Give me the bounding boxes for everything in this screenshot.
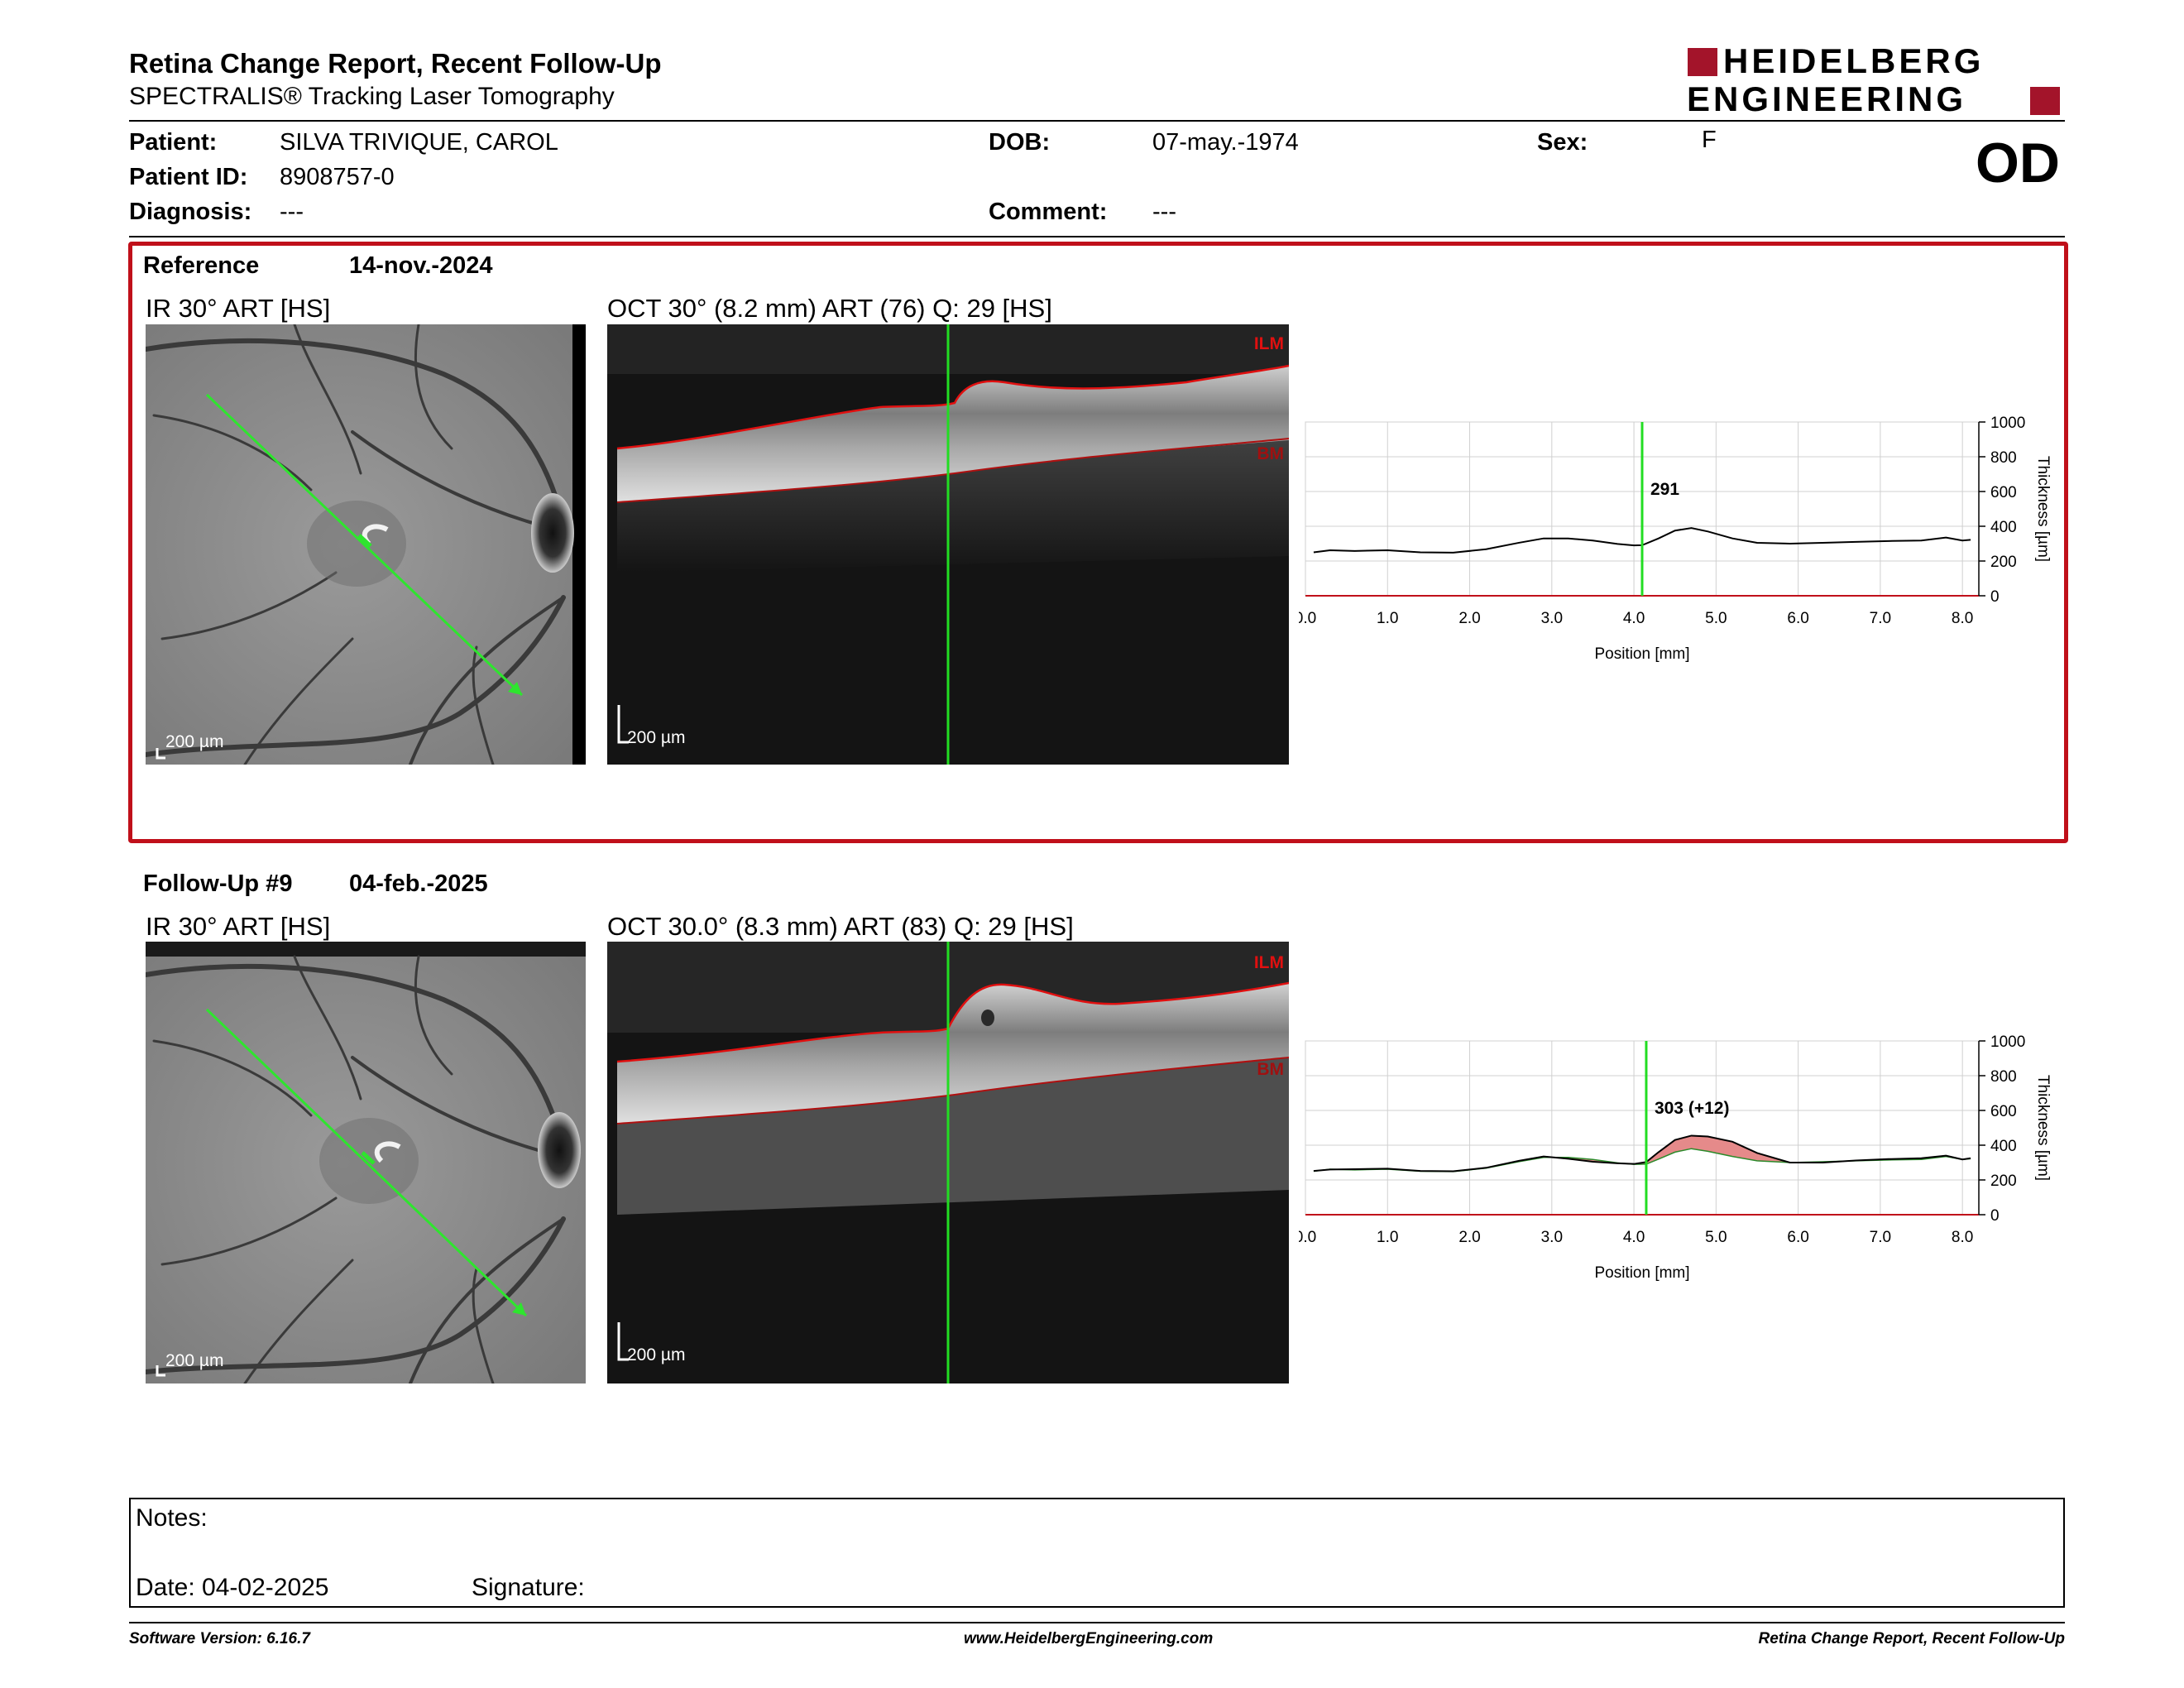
signature-label: Signature: (472, 1574, 585, 1601)
followup-chart-y-tick-label: 200 (1990, 1172, 2017, 1190)
reference-chart-x-axis-label: Position [mm] (1594, 645, 1689, 663)
reference-chart-x-tick-label: 0.0 (1299, 610, 1316, 627)
reference-date: 14-nov.-2024 (349, 252, 493, 279)
reference-ilm-tag: ILM (1253, 334, 1284, 353)
reference-chart-y-tick-label: 800 (1990, 449, 2017, 467)
followup-chart-thickness-line (1313, 1134, 1971, 1172)
followup-thickness-chart: 0 200 400 600 800 1000 0.0 1.0 2.0 3.0 4.0 5.0 6.0 7.… (1299, 1033, 2052, 1282)
logo-text-bottom: ENGINEERING (1687, 79, 1967, 118)
footer-website: www.HeidelbergEngineering.com (964, 1630, 1214, 1647)
reference-chart-thickness-line (1313, 527, 1971, 554)
reference-chart-y-axis-label: Thickness [µm] (2034, 456, 2052, 562)
footer-divider (129, 1622, 2065, 1623)
footer-report: Retina Change Report, Recent Follow-Up (1758, 1630, 2065, 1647)
followup-fundus (146, 942, 586, 1383)
patient-id-label: Patient ID: (129, 164, 248, 190)
reference-frame (128, 242, 2068, 843)
followup-chart-x-tick-label: 3.0 (1541, 1229, 1563, 1246)
followup-oct-bscan (607, 942, 1289, 1383)
diagnosis-label: Diagnosis: (129, 199, 252, 225)
reference-chart-cursor-value: 291 (1650, 480, 1679, 499)
followup-chart-y-tick-label: 800 (1990, 1068, 2017, 1086)
reference-chart-x-tick-label: 7.0 (1870, 610, 1891, 627)
logo-square-top (1688, 48, 1717, 76)
reference-chart-y-tick-label: 600 (1990, 484, 2017, 501)
sex-label: Sex: (1537, 129, 1588, 156)
followup-label: Follow-Up #9 (143, 870, 293, 897)
footer-software: Software Version: 6.16.7 (129, 1630, 310, 1647)
followup-oct-title: OCT 30.0° (8.3 mm) ART (83) Q: 29 [HS] (607, 912, 1074, 941)
followup-chart-x-tick-label: 5.0 (1705, 1229, 1727, 1246)
followup-chart-y-axis-label: Thickness [µm] (2034, 1075, 2052, 1181)
reference-chart-x-tick-label: 5.0 (1705, 610, 1727, 627)
followup-bm-tag: BM (1257, 1060, 1284, 1079)
followup-chart-x-tick-label: 7.0 (1870, 1229, 1891, 1246)
comment-value: --- (1152, 199, 1176, 225)
reference-chart-x-tick-label: 4.0 (1623, 610, 1645, 627)
dob-label: DOB: (989, 129, 1051, 156)
heidelberg-logo: HEIDELBERG ENGINEERING (1684, 42, 2064, 118)
reference-ir-scale: 200 µm (165, 732, 224, 751)
followup-oct-image: ILM BM 200 µm (607, 942, 1289, 1383)
sex-value: F (1702, 127, 1717, 153)
reference-oct-title: OCT 30° (8.2 mm) ART (76) Q: 29 [HS] (607, 294, 1052, 323)
patient-name: SILVA TRIVIQUE, CAROL (280, 129, 558, 156)
reference-chart-x-tick-label: 2.0 (1458, 610, 1480, 627)
reference-chart-y-tick-label: 400 (1990, 519, 2017, 536)
report-title: Retina Change Report, Recent Follow-Up (129, 48, 662, 79)
diagnosis-value: --- (280, 199, 304, 225)
reference-chart-y-tick-label: 200 (1990, 554, 2017, 571)
followup-ir-image: 200 µm (146, 942, 586, 1383)
dob-value: 07-may.-1974 (1152, 129, 1299, 156)
patient-divider (129, 236, 2065, 237)
followup-chart-y-tick-label: 400 (1990, 1138, 2017, 1155)
reference-label: Reference (143, 252, 260, 279)
followup-ir-title: IR 30° ART [HS] (146, 912, 331, 941)
notes-label: Notes: (136, 1504, 208, 1532)
reference-chart-x-tick-label: 1.0 (1377, 610, 1398, 627)
reference-oct-bscan (607, 324, 1289, 765)
followup-date: 04-feb.-2025 (349, 870, 488, 897)
reference-oct-image: ILM BM 200 µm (607, 324, 1289, 765)
notes-date: Date: 04-02-2025 (136, 1574, 329, 1601)
followup-ilm-tag: ILM (1253, 953, 1284, 972)
followup-chart-x-tick-label: 1.0 (1377, 1229, 1398, 1246)
reference-chart-x-tick-label: 6.0 (1787, 610, 1808, 627)
header-divider (129, 120, 2065, 122)
followup-chart-plot-area (1305, 1040, 1980, 1216)
followup-ir-scale: 200 µm (165, 1351, 224, 1370)
report-subtitle: SPECTRALIS® Tracking Laser Tomography (129, 83, 615, 110)
notes-box: Notes: Date: 04-02-2025 Signature: (129, 1498, 2065, 1608)
logo-square-bottom (2030, 87, 2060, 115)
reference-chart-x-tick-label: 3.0 (1541, 610, 1563, 627)
reference-ir-image: 200 µm (146, 324, 586, 765)
patient-id: 8908757-0 (280, 164, 395, 190)
reference-chart-x-tick-label: 8.0 (1952, 610, 1973, 627)
followup-chart-x-tick-label: 0.0 (1299, 1229, 1316, 1246)
followup-chart-x-axis-label: Position [mm] (1594, 1264, 1689, 1282)
comment-label: Comment: (989, 199, 1108, 225)
reference-ir-title: IR 30° ART [HS] (146, 294, 331, 323)
followup-chart-y-tick-label: 600 (1990, 1103, 2017, 1120)
reference-chart-y-tick-label: 0 (1990, 588, 2000, 606)
reference-fundus (146, 324, 586, 765)
patient-label: Patient: (129, 129, 218, 156)
eye-label: OD (1976, 132, 2060, 194)
followup-chart-x-tick-label: 6.0 (1787, 1229, 1808, 1246)
reference-bm-tag: BM (1257, 444, 1284, 463)
followup-chart-x-tick-label: 2.0 (1458, 1229, 1480, 1246)
reference-thickness-chart: 0 200 400 600 800 1000 0.0 1.0 2.0 3.0 4.0 5.0 6.0 7.… (1299, 415, 2052, 663)
followup-chart-y-tick-label: 1000 (1990, 1033, 2025, 1051)
followup-oct-scale: 200 µm (627, 1345, 686, 1364)
reference-oct-scale: 200 µm (627, 728, 686, 747)
logo-text-top: HEIDELBERG (1723, 41, 1985, 80)
reference-chart-y-tick-label: 1000 (1990, 415, 2025, 432)
followup-chart-cursor-value: 303 (+12) (1655, 1099, 1729, 1118)
followup-chart-y-tick-label: 0 (1990, 1207, 2000, 1225)
followup-chart-x-tick-label: 4.0 (1623, 1229, 1645, 1246)
followup-chart-x-tick-label: 8.0 (1952, 1229, 1973, 1246)
